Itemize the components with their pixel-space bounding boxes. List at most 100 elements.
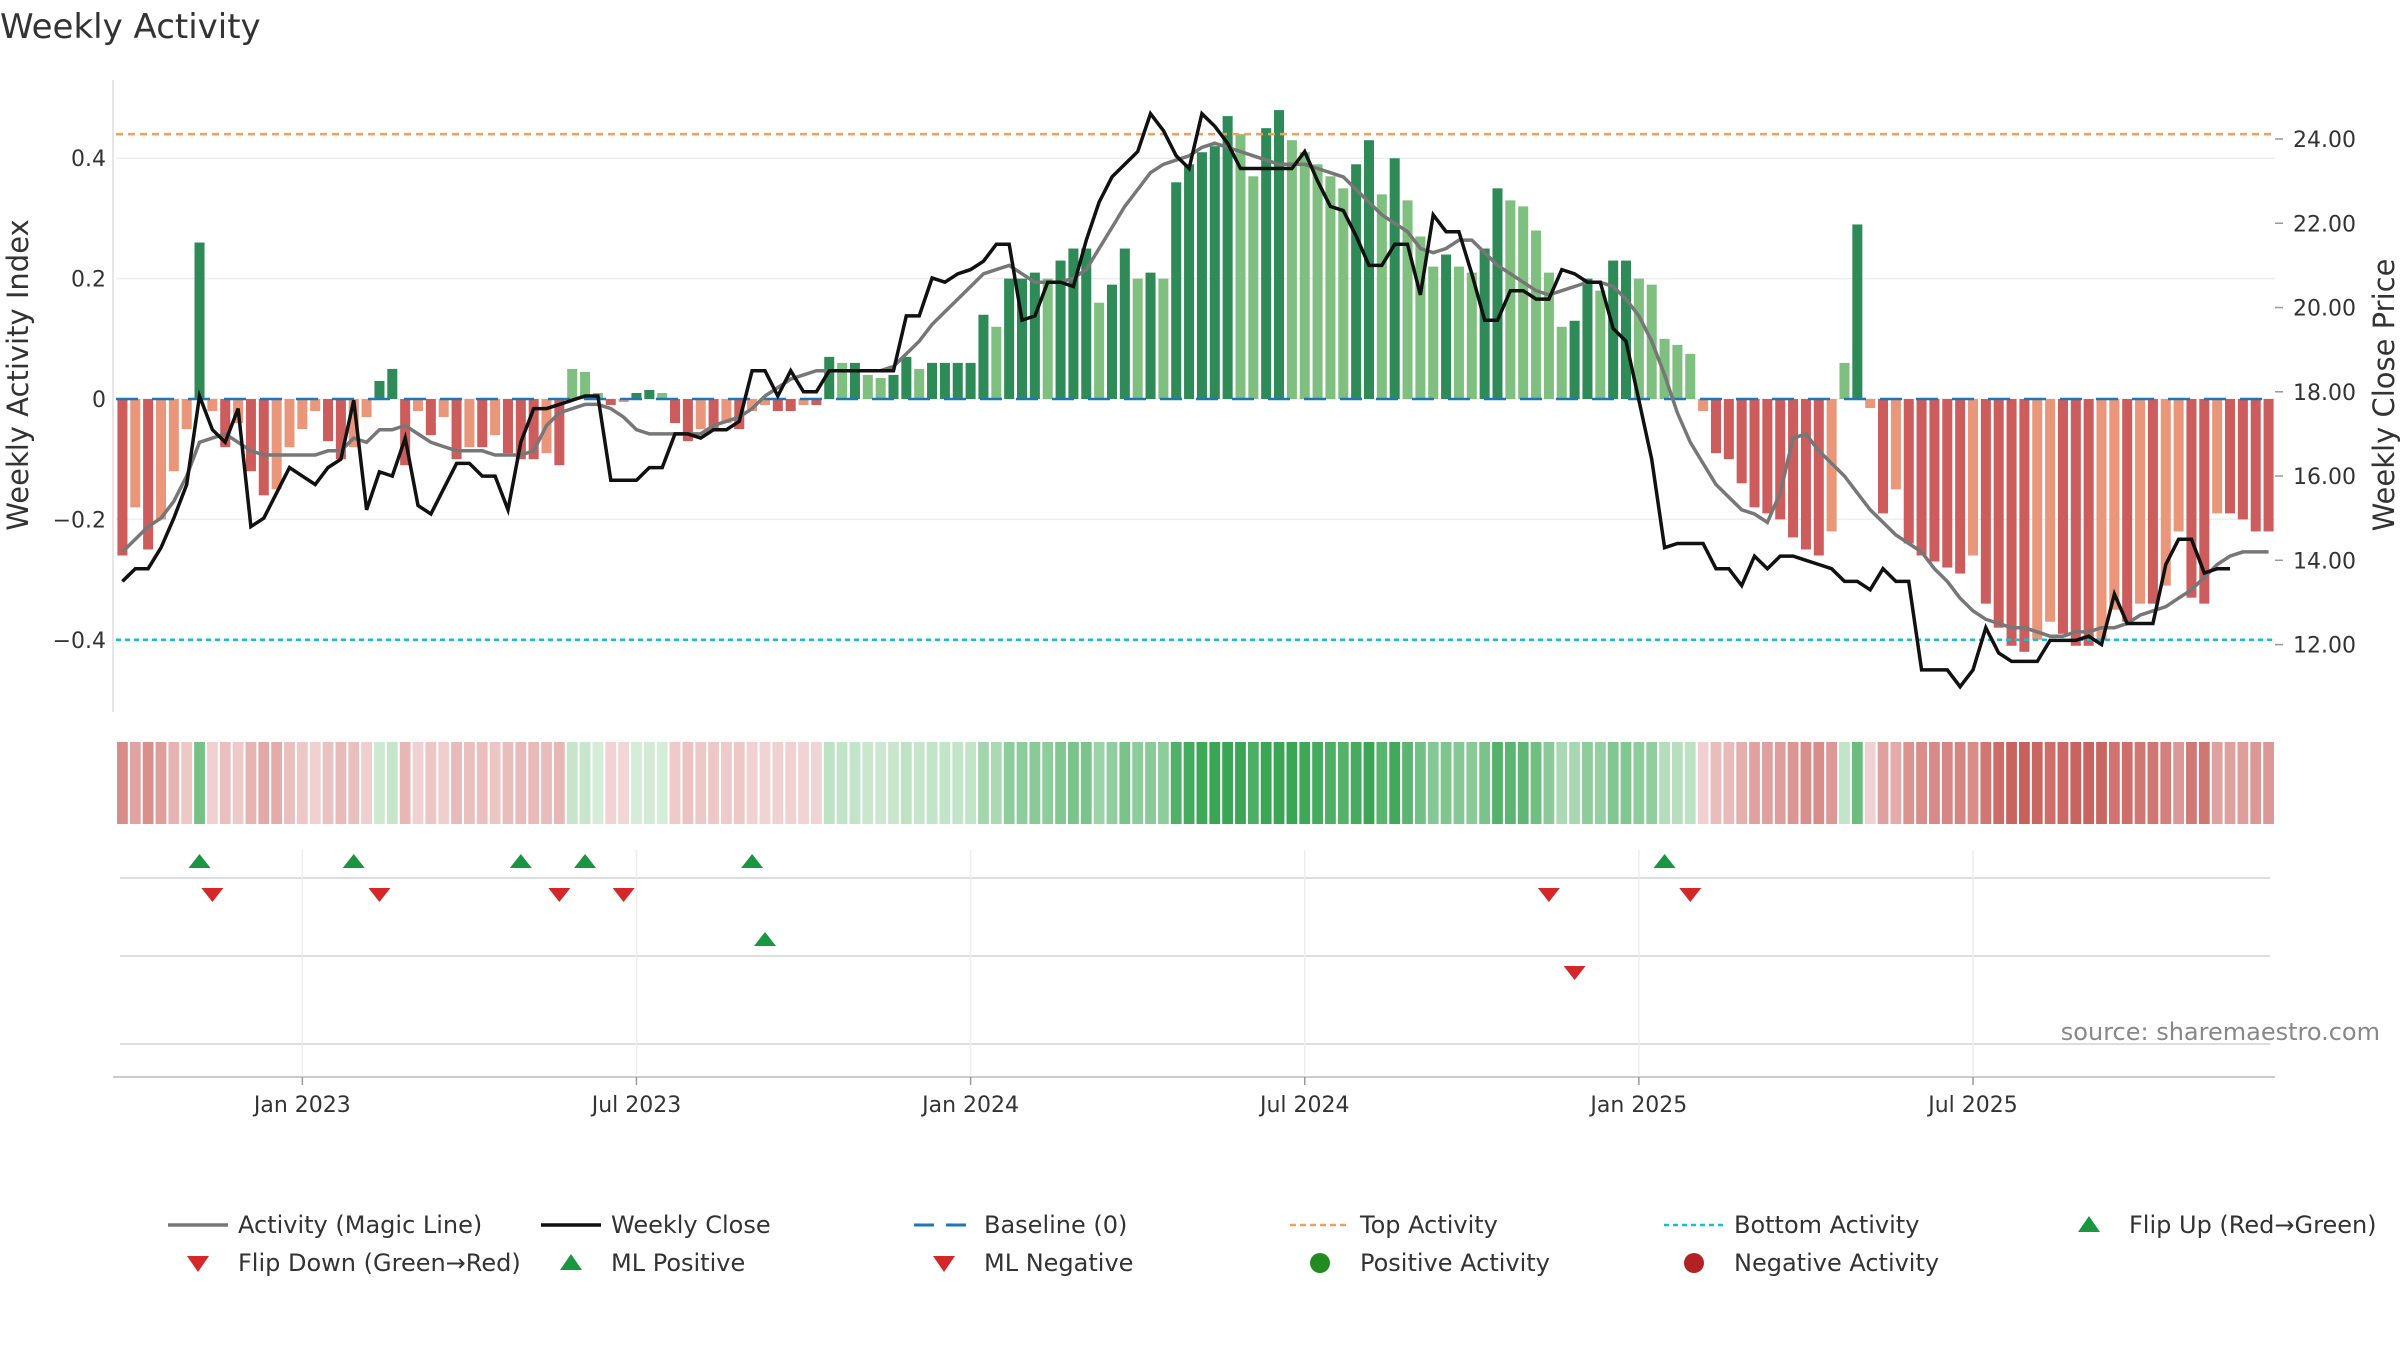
- left-axis-ticks: 0.4 0.2 0 −0.2 −0.4: [53, 147, 106, 654]
- main-plot-panel: 0.4 0.2 0 −0.2 −0.4 24.00 22.00 20.00 18.00 16.0…: [1, 80, 2400, 712]
- activity-bar: [1582, 278, 1593, 400]
- heat-cell: [772, 742, 784, 824]
- heat-cell: [631, 742, 642, 824]
- activity-bar: [400, 399, 411, 466]
- activity-bar: [2263, 399, 2274, 532]
- heat-cell: [2263, 742, 2274, 824]
- legend-item-top: Top Activity: [1290, 1211, 1498, 1239]
- activity-bar: [2135, 399, 2146, 604]
- heat-cell: [1119, 742, 1131, 824]
- activity-bar: [155, 399, 166, 520]
- activity-bar: [2173, 399, 2184, 532]
- activity-bar: [1890, 399, 1901, 490]
- heat-cell: [1414, 742, 1426, 824]
- heat-cell: [386, 742, 398, 824]
- heat-cell: [1710, 742, 1722, 824]
- grid-lines: [116, 157, 2275, 641]
- right-tick-label: 24.00: [2293, 128, 2356, 153]
- heat-cell: [810, 742, 822, 824]
- activity-bar: [888, 374, 899, 400]
- activity-bar: [1042, 278, 1053, 400]
- heat-cell: [1672, 742, 1683, 824]
- activity-bar: [875, 377, 886, 400]
- heat-cell: [2057, 742, 2069, 824]
- activity-bar: [1479, 248, 1490, 400]
- flip-down-marker: [368, 888, 391, 902]
- activity-bar: [2160, 399, 2171, 586]
- activity-bar: [1248, 176, 1259, 400]
- heat-cell: [2160, 742, 2172, 824]
- heat-cell: [1209, 742, 1221, 824]
- activity-bar: [425, 399, 436, 436]
- heat-cell: [2070, 742, 2082, 824]
- right-tick-label: 20.00: [2293, 297, 2356, 322]
- activity-bar: [914, 368, 925, 400]
- legend-label: Baseline (0): [984, 1211, 1127, 1239]
- heat-cell: [1453, 742, 1465, 824]
- weekly-close-series: [121, 110, 2230, 690]
- activity-bars: [117, 110, 2274, 652]
- flip-down-marker: [201, 888, 224, 902]
- legend-label: Activity (Magic Line): [238, 1211, 482, 1239]
- heat-cell: [1016, 742, 1028, 824]
- heat-cell: [965, 742, 977, 824]
- heat-cell: [1312, 742, 1323, 824]
- heat-cell: [284, 742, 295, 824]
- heat-cell: [1466, 742, 1478, 824]
- activity-bar: [1132, 278, 1143, 400]
- heat-cell: [335, 742, 347, 824]
- heat-cell: [1504, 742, 1516, 824]
- heat-cell: [129, 742, 141, 824]
- heat-cell: [155, 742, 167, 824]
- activity-bar: [1749, 399, 1760, 508]
- activity-bar: [759, 399, 770, 406]
- heat-cell: [1389, 742, 1401, 824]
- activity-bar: [2109, 399, 2120, 610]
- heat-cell: [1954, 742, 1966, 824]
- activity-bar: [1903, 399, 1914, 544]
- flip-up-marker: [342, 854, 365, 868]
- heat-cell: [515, 742, 527, 824]
- activity-bar: [2045, 399, 2056, 622]
- activity-bar: [412, 399, 424, 412]
- heat-cell: [1376, 742, 1388, 824]
- flip-down-marker: [612, 888, 635, 902]
- activity-bar: [258, 399, 269, 496]
- legend-label: ML Positive: [611, 1249, 745, 1277]
- activity-bar: [670, 399, 681, 424]
- heat-cell: [1864, 742, 1876, 824]
- activity-bar: [862, 374, 873, 400]
- heat-cell: [1427, 742, 1439, 824]
- activity-bar: [2019, 399, 2030, 652]
- activity-bar: [772, 399, 783, 412]
- heat-cell: [669, 742, 681, 824]
- heat-cell: [1093, 742, 1105, 824]
- heat-cell: [2211, 742, 2223, 824]
- heat-cell: [1273, 742, 1285, 824]
- heat-cell: [1337, 742, 1349, 824]
- activity-bar: [1004, 278, 1015, 400]
- activity-bar: [1531, 230, 1542, 400]
- heat-cell: [1813, 742, 1825, 824]
- heat-cell: [1003, 742, 1015, 824]
- heat-cell: [258, 742, 270, 824]
- activity-bar: [1274, 110, 1285, 400]
- activity-bar: [1967, 399, 1979, 556]
- activity-bar: [1415, 236, 1426, 400]
- left-tick-label: −0.4: [53, 629, 106, 654]
- activity-bar: [927, 362, 938, 400]
- x-tick-label: Jan 2024: [920, 1093, 1019, 1118]
- legend-label: Flip Up (Red→Green): [2129, 1211, 2377, 1239]
- activity-bar: [837, 362, 848, 400]
- activity-bar: [1184, 164, 1195, 400]
- legend-swatch: [187, 1256, 209, 1272]
- legend-item-pos: Positive Activity: [1310, 1249, 1550, 1277]
- heat-cell: [721, 742, 732, 824]
- activity-bar: [1723, 399, 1734, 460]
- activity-bar: [2237, 399, 2248, 520]
- heat-cell: [1749, 742, 1760, 824]
- activity-bar: [1852, 224, 1863, 400]
- activity-bar: [143, 399, 154, 550]
- heat-cell: [425, 742, 437, 824]
